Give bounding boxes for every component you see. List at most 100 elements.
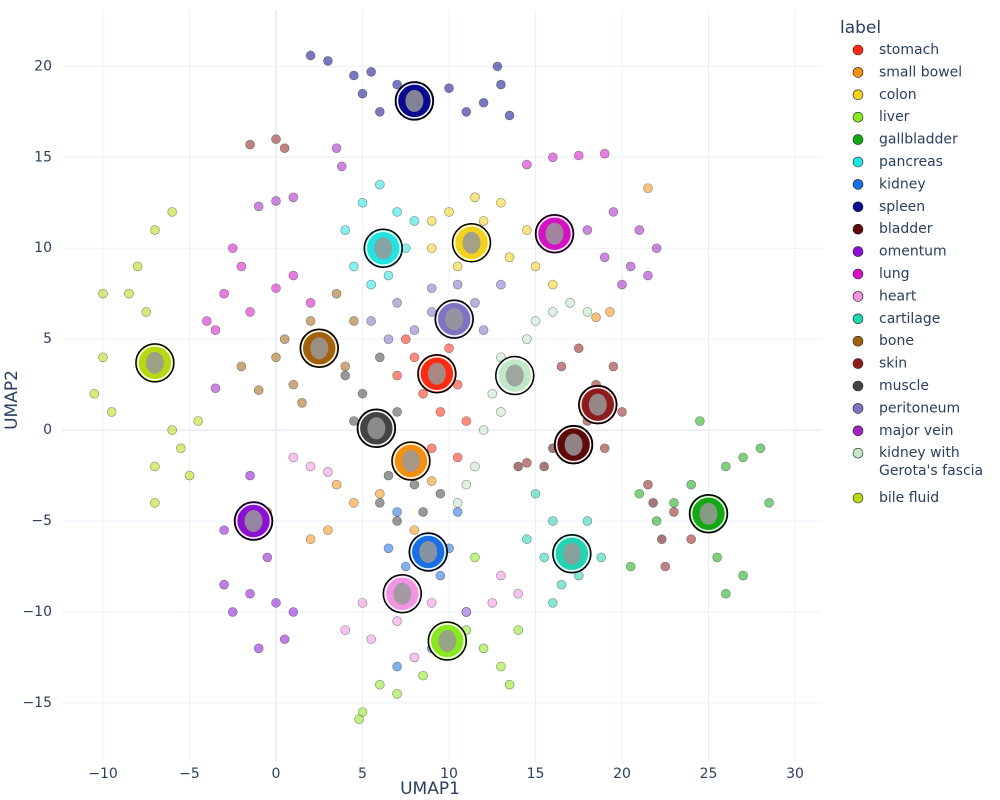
point bbox=[444, 83, 454, 94]
point bbox=[648, 498, 658, 508]
point bbox=[669, 498, 679, 508]
legend-marker bbox=[852, 134, 864, 145]
point bbox=[556, 361, 567, 372]
center-ring bbox=[436, 301, 472, 337]
point bbox=[605, 307, 615, 317]
center-ring bbox=[235, 503, 272, 539]
point bbox=[496, 79, 506, 90]
point bbox=[297, 398, 307, 408]
point bbox=[418, 388, 428, 399]
legend-label: skin bbox=[879, 356, 907, 372]
point bbox=[426, 598, 437, 608]
point bbox=[349, 498, 359, 508]
legend-label: lung bbox=[879, 266, 910, 282]
legend-label: colon bbox=[879, 87, 917, 103]
point bbox=[599, 252, 610, 263]
point bbox=[349, 70, 359, 81]
point bbox=[504, 110, 515, 121]
center-ring bbox=[453, 225, 490, 261]
point bbox=[305, 50, 316, 61]
legend-marker bbox=[852, 223, 864, 235]
point bbox=[487, 388, 498, 399]
point bbox=[548, 307, 558, 317]
point bbox=[219, 288, 229, 299]
point bbox=[392, 616, 402, 626]
legend-label: bile fluid bbox=[879, 490, 939, 506]
point bbox=[279, 634, 290, 645]
point bbox=[409, 352, 420, 363]
legend-label: cartilage bbox=[879, 311, 940, 327]
point bbox=[548, 279, 558, 290]
point bbox=[426, 216, 437, 226]
point bbox=[288, 379, 299, 390]
point bbox=[444, 207, 454, 217]
point bbox=[366, 279, 376, 290]
point bbox=[245, 139, 255, 150]
point bbox=[496, 197, 506, 208]
y-tick-label: 20 bbox=[34, 58, 52, 74]
point bbox=[435, 570, 446, 581]
legend-marker bbox=[852, 492, 864, 504]
point bbox=[669, 507, 679, 517]
point bbox=[656, 534, 667, 545]
y-tick-label: −15 bbox=[22, 695, 52, 711]
point bbox=[409, 479, 420, 490]
center-ring bbox=[419, 355, 455, 392]
point bbox=[409, 652, 420, 663]
organ-icon bbox=[374, 237, 393, 260]
point bbox=[132, 261, 143, 272]
point bbox=[271, 196, 281, 206]
point bbox=[288, 452, 299, 463]
organ-icon bbox=[393, 582, 412, 605]
point bbox=[98, 352, 108, 363]
organ-icon bbox=[505, 364, 524, 387]
point bbox=[764, 498, 774, 508]
point bbox=[548, 598, 558, 608]
point bbox=[383, 470, 394, 481]
point bbox=[279, 334, 290, 344]
point bbox=[599, 148, 610, 159]
point bbox=[409, 216, 420, 226]
point bbox=[478, 643, 489, 654]
organ-icon bbox=[401, 450, 420, 473]
legend-label: pancreas bbox=[879, 154, 943, 170]
point bbox=[478, 425, 489, 435]
organ-icon bbox=[244, 510, 263, 533]
legend-title: label bbox=[840, 18, 881, 38]
point bbox=[340, 361, 351, 372]
point bbox=[530, 316, 541, 326]
point bbox=[375, 498, 385, 508]
point bbox=[426, 243, 437, 254]
legend-label: omentum bbox=[879, 244, 947, 260]
x-tick-label: −10 bbox=[88, 766, 118, 782]
point bbox=[202, 316, 212, 326]
point bbox=[253, 643, 264, 654]
point bbox=[323, 56, 333, 66]
point bbox=[461, 416, 472, 426]
point bbox=[487, 598, 498, 608]
point bbox=[721, 588, 731, 599]
point bbox=[219, 525, 229, 535]
point bbox=[496, 661, 506, 672]
legend-label: liver bbox=[879, 109, 910, 125]
point bbox=[375, 352, 385, 363]
legend-label: muscle bbox=[879, 378, 929, 394]
point bbox=[227, 607, 238, 617]
point bbox=[452, 261, 463, 272]
x-tick-label: 10 bbox=[440, 766, 458, 782]
point bbox=[660, 561, 671, 572]
point bbox=[522, 159, 532, 170]
point bbox=[210, 383, 221, 394]
point bbox=[141, 307, 152, 317]
point bbox=[305, 461, 316, 472]
point bbox=[262, 552, 273, 563]
point bbox=[582, 307, 593, 317]
organ-icon bbox=[564, 433, 583, 456]
point bbox=[288, 192, 299, 203]
point bbox=[513, 461, 524, 472]
y-tick-label: −5 bbox=[31, 513, 52, 529]
point bbox=[340, 625, 351, 635]
organ-icon bbox=[310, 337, 329, 360]
legend-marker bbox=[852, 246, 864, 257]
center-ring bbox=[301, 330, 338, 367]
